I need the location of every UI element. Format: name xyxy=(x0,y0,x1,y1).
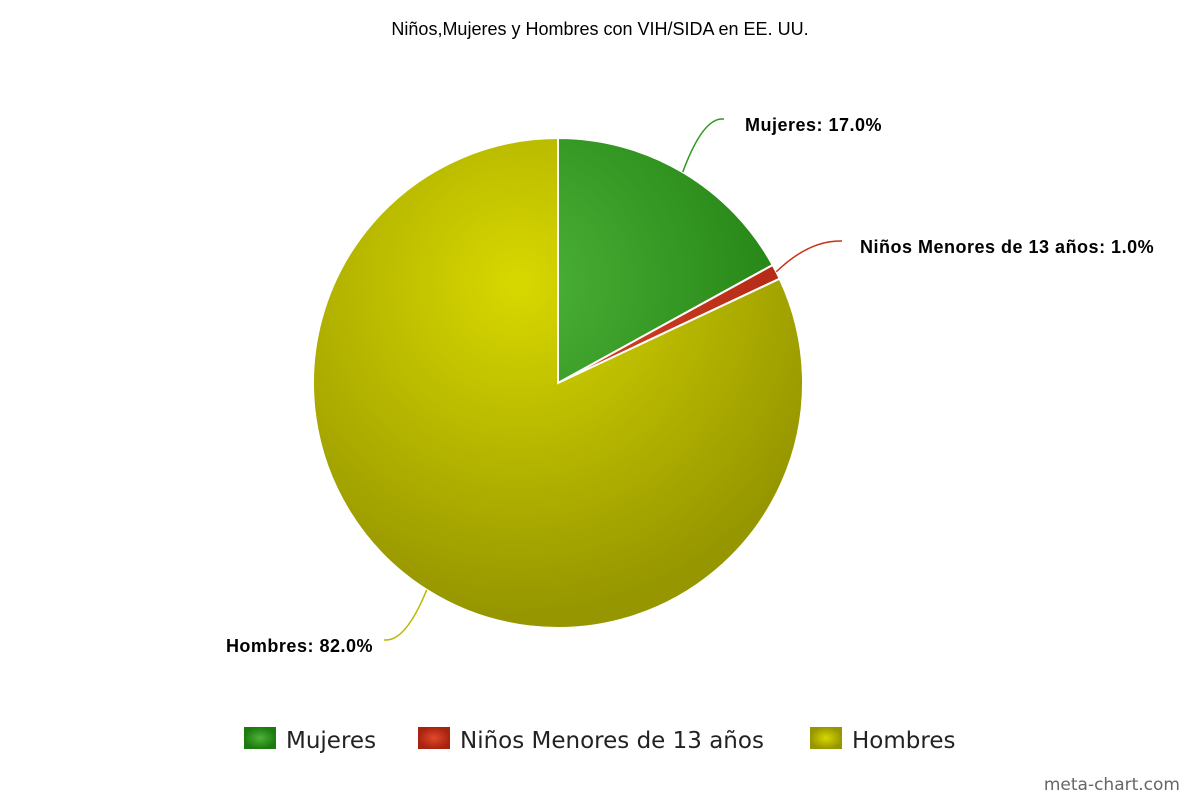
slice-label-ninos-menores-de-13-anos: Niños Menores de 13 años: 1.0% xyxy=(860,237,1154,257)
legend-swatch-mujeres[interactable] xyxy=(244,727,276,749)
connector-hombres xyxy=(384,589,428,641)
legend-label-ninos-menores-de-13-anos[interactable]: Niños Menores de 13 años xyxy=(460,728,764,754)
connector-ninos-menores-de-13-anos xyxy=(775,240,842,273)
connector-mujeres xyxy=(682,118,724,173)
pie-slices xyxy=(312,136,804,629)
slice-labels: Mujeres: 17.0% Niños Menores de 13 años: … xyxy=(226,115,1154,656)
legend-swatch-ninos-menores-de-13-anos[interactable] xyxy=(418,727,450,749)
chart-title: Niños,Mujeres y Hombres con VIH/SIDA en … xyxy=(391,19,808,39)
slice-label-hombres: Hombres: 82.0% xyxy=(226,636,373,656)
pie-slice-hombres[interactable] xyxy=(312,136,804,629)
legend-label-hombres[interactable]: Hombres xyxy=(852,728,955,754)
pie-slice-mujeres[interactable] xyxy=(557,136,775,385)
slice-label-mujeres: Mujeres: 17.0% xyxy=(745,115,882,135)
legend-swatch-hombres[interactable] xyxy=(810,727,842,749)
legend-label-mujeres[interactable]: Mujeres xyxy=(286,728,376,754)
credit-text: meta-chart.com xyxy=(1044,775,1180,795)
legend: Mujeres Niños Menores de 13 años Hombres xyxy=(244,727,955,754)
